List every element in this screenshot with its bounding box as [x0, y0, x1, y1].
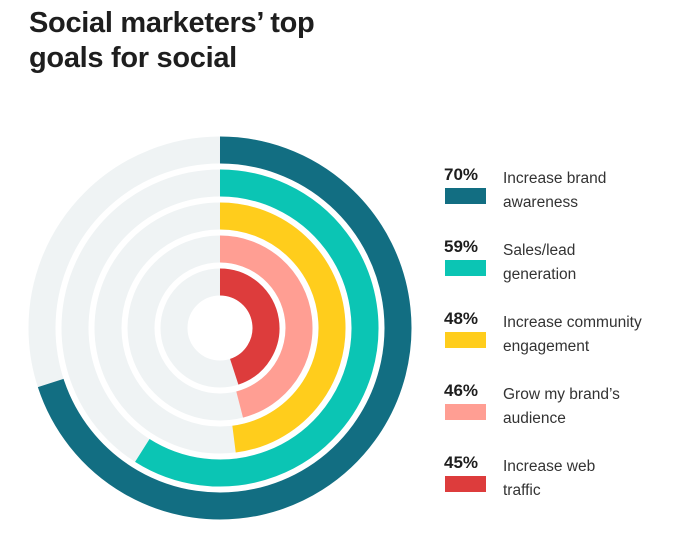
legend-label: Increase web traffic	[503, 458, 596, 499]
legend-item: 46% Grow my brand’s audience	[444, 381, 684, 441]
legend-swatch	[445, 476, 486, 492]
ring-bar-4	[219, 268, 280, 385]
legend-swatch	[445, 404, 486, 420]
legend-label: Sales/lead generation	[503, 242, 577, 283]
ring-bar-0	[37, 136, 412, 520]
legend-label: Increase brand awareness	[503, 170, 607, 211]
legend-swatch	[445, 260, 486, 276]
legend-value: 45%	[444, 453, 479, 472]
legend-value: 48%	[444, 309, 479, 328]
legend-item: 70% Increase brand awareness	[444, 165, 684, 225]
legend-item: 48% Increase community engagement	[444, 309, 684, 369]
legend-swatch	[445, 332, 486, 348]
legend-item: 45% Increase web traffic	[444, 453, 684, 513]
legend-item: 59% Sales/lead generation	[444, 237, 684, 297]
legend-label: Grow my brand’s audience	[503, 386, 620, 427]
legend-value: 46%	[444, 381, 479, 400]
legend-swatch	[445, 188, 486, 204]
ring-bar-1	[135, 169, 379, 487]
legend-value: 59%	[444, 237, 479, 256]
chart-title: Social marketers’ top goals for social	[29, 7, 315, 74]
ring-bar-3	[219, 235, 313, 418]
legend-value: 70%	[444, 165, 479, 184]
ring-bar-2	[219, 202, 346, 453]
legend-label: Increase community engagement	[503, 314, 642, 355]
